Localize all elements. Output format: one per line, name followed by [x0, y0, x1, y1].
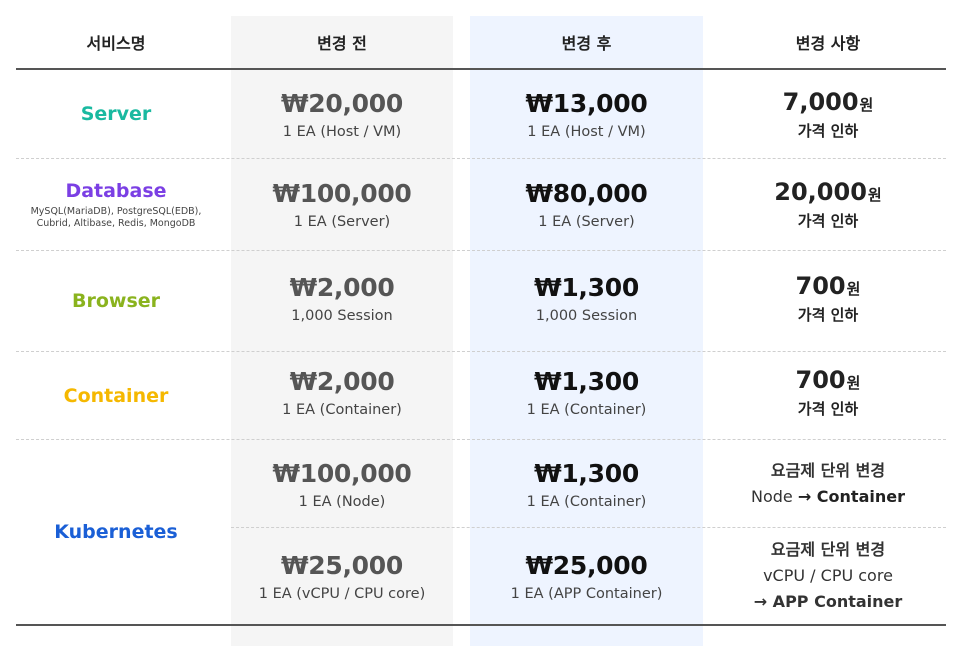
change-won: 원: [846, 373, 861, 392]
table-bottom-border: [16, 624, 946, 626]
before-unit: 1,000 Session: [291, 308, 393, 324]
change-cell: 20,000원 가격 인하: [710, 159, 946, 250]
after-cell: ₩25,000 1 EA (APP Container): [470, 528, 703, 624]
service-cell-container: Container: [16, 352, 216, 439]
db-list-line1: MySQL(MariaDB), PostgreSQL(EDB),: [30, 205, 202, 217]
change-line2-pre: Node: [750, 487, 798, 506]
after-price: ₩1,300: [534, 273, 639, 302]
service-name: Container: [63, 384, 169, 407]
change-cell: 요금제 단위 변경 Node → Container: [710, 440, 946, 528]
change-cell: 요금제 단위 변경 vCPU / CPU core → APP Containe…: [710, 528, 946, 624]
sub-row-divider: [231, 527, 946, 528]
before-price: ₩2,000: [289, 366, 395, 396]
change-amount-line: 7,000원: [783, 88, 874, 116]
after-unit: 1 EA (Server): [538, 214, 635, 230]
change-line2: Node → Container: [751, 484, 905, 510]
before-cell: ₩25,000 1 EA (vCPU / CPU core): [231, 528, 453, 624]
row-divider: [16, 158, 946, 159]
change-cell: 700원 가격 인하: [710, 352, 946, 432]
before-cell: ₩20,000 1 EA (Host / VM): [231, 70, 453, 158]
change-won: 원: [859, 95, 874, 114]
change-amount-line: 700원: [796, 272, 861, 300]
change-amount: 20,000: [774, 178, 867, 206]
service-name: Database: [65, 179, 167, 202]
after-unit: 1 EA (Container): [526, 401, 647, 418]
after-cell: ₩13,000 1 EA (Host / VM): [470, 70, 703, 158]
header-service: 서비스명: [86, 34, 146, 53]
row-divider: [16, 250, 946, 251]
after-cell: ₩1,300 1 EA (Container): [470, 352, 703, 432]
after-price: ₩13,000: [525, 88, 648, 118]
before-unit: 1 EA (vCPU / CPU core): [258, 585, 426, 602]
before-price: ₩20,000: [281, 88, 403, 118]
change-amount-line: 700원: [796, 366, 861, 394]
after-price: ₩25,000: [525, 550, 648, 580]
before-column-background: [231, 16, 453, 646]
change-line2: vCPU / CPU core: [763, 566, 893, 585]
change-won: 원: [846, 280, 861, 298]
before-price: ₩100,000: [272, 179, 412, 208]
service-name: Server: [80, 103, 152, 125]
service-name: Kubernetes: [54, 521, 178, 543]
change-line1: 요금제 단위 변경: [770, 540, 886, 559]
change-cell: 7,000원 가격 인하: [710, 70, 946, 158]
change-amount: 700: [795, 272, 846, 300]
service-cell-server: Server: [16, 70, 216, 158]
before-unit: 1 EA (Host / VM): [282, 123, 402, 140]
after-unit: 1 EA (APP Container): [510, 585, 663, 602]
change-won: 원: [867, 186, 882, 204]
header-before: 변경 전: [317, 34, 367, 53]
change-note: 가격 인하: [797, 121, 859, 140]
before-unit: 1 EA (Server): [293, 214, 391, 230]
after-unit: 1 EA (Host / VM): [527, 123, 646, 140]
change-cell: 700원 가격 인하: [710, 251, 946, 346]
service-subtitle: MySQL(MariaDB), PostgreSQL(EDB), Cubrid,…: [31, 206, 202, 230]
header-divider: [16, 68, 946, 70]
row-divider: [16, 351, 946, 352]
change-line1: 요금제 단위 변경: [770, 461, 886, 480]
header-change: 변경 사항: [795, 34, 861, 53]
before-unit: 1 EA (Container): [282, 401, 402, 418]
after-cell: ₩80,000 1 EA (Server): [470, 159, 703, 250]
change-note: 가격 인하: [797, 306, 859, 324]
after-price: ₩80,000: [525, 179, 648, 208]
before-unit: 1 EA (Node): [298, 493, 386, 510]
row-divider: [16, 439, 946, 440]
change-note: 가격 인하: [797, 399, 859, 418]
db-list-line2: Cubrid, Altibase, Redis, MongoDB: [36, 217, 196, 229]
header-after: 변경 후: [561, 34, 612, 53]
after-column-background: [470, 16, 703, 646]
service-cell-browser: Browser: [16, 251, 216, 351]
before-cell: ₩2,000 1,000 Session: [231, 251, 453, 346]
before-cell: ₩100,000 1 EA (Server): [231, 159, 453, 250]
before-cell: ₩2,000 1 EA (Container): [231, 352, 453, 432]
service-name: Browser: [71, 290, 161, 312]
before-cell: ₩100,000 1 EA (Node): [231, 440, 453, 528]
before-price: ₩100,000: [272, 458, 412, 488]
after-unit: 1 EA (Container): [526, 493, 647, 510]
change-amount: 700: [795, 365, 846, 394]
after-cell: ₩1,300 1 EA (Container): [470, 440, 703, 528]
after-price: ₩1,300: [534, 458, 639, 488]
change-line2-bold: → Container: [797, 487, 905, 506]
change-amount-line: 20,000원: [774, 178, 881, 206]
after-price: ₩1,300: [534, 366, 639, 396]
before-price: ₩25,000: [281, 550, 403, 580]
after-unit: 1,000 Session: [535, 308, 638, 324]
change-note: 가격 인하: [797, 212, 859, 230]
after-cell: ₩1,300 1,000 Session: [470, 251, 703, 346]
change-line3: → APP Container: [753, 592, 903, 611]
before-price: ₩2,000: [289, 273, 395, 302]
service-cell-database: Database MySQL(MariaDB), PostgreSQL(EDB)…: [16, 159, 216, 250]
service-cell-kubernetes: Kubernetes: [16, 440, 216, 624]
change-amount: 7,000: [782, 87, 859, 116]
